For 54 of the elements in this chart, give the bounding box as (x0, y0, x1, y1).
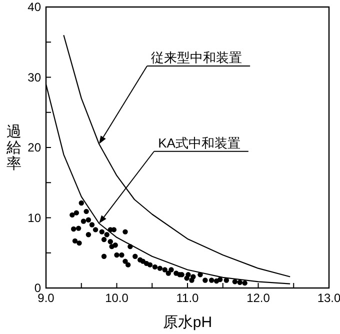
annotation: KA式中和装置 (158, 135, 240, 150)
point (198, 272, 203, 278)
point (147, 262, 153, 268)
point (132, 254, 138, 259)
point (122, 258, 128, 264)
point (84, 208, 89, 214)
y-axis-title: 過給率 (6, 124, 22, 172)
point (78, 200, 84, 206)
x-tick-label: 11.0 (176, 291, 200, 305)
point (242, 280, 248, 286)
point (92, 227, 98, 232)
y-tick-label: 20 (28, 140, 42, 154)
y-tick-label: 10 (28, 210, 42, 225)
point (76, 226, 82, 231)
point (99, 229, 104, 234)
point (70, 212, 75, 218)
point (114, 252, 120, 258)
point (86, 232, 92, 238)
point (76, 240, 82, 246)
point (202, 278, 208, 283)
point (190, 274, 196, 280)
x-tick-label: 10.0 (105, 291, 129, 305)
point (101, 254, 107, 259)
point (80, 218, 86, 224)
point (104, 232, 110, 238)
point (168, 267, 174, 272)
point (122, 229, 128, 234)
point (208, 278, 214, 283)
point (70, 226, 76, 232)
point (128, 244, 133, 250)
point (125, 262, 131, 268)
point (157, 266, 163, 271)
point (217, 276, 223, 282)
y-tick-label: 30 (28, 70, 42, 84)
point (86, 217, 92, 222)
point (72, 238, 78, 244)
point (166, 270, 171, 276)
annotation: 従来型中和装置 (151, 50, 242, 65)
point (237, 280, 242, 285)
y-tick-label: 40 (28, 0, 42, 14)
point (152, 264, 158, 270)
point (74, 210, 80, 216)
point (162, 267, 168, 272)
point (119, 252, 124, 258)
point (112, 242, 118, 248)
point (89, 222, 95, 228)
point (108, 239, 113, 244)
point (101, 236, 107, 242)
x-axis-title: 原水pH (162, 314, 212, 331)
point (184, 276, 190, 281)
point (232, 279, 238, 284)
x-tick-label: 13.0 (317, 291, 340, 305)
x-tick-label: 12.0 (246, 291, 270, 305)
point (224, 278, 230, 283)
